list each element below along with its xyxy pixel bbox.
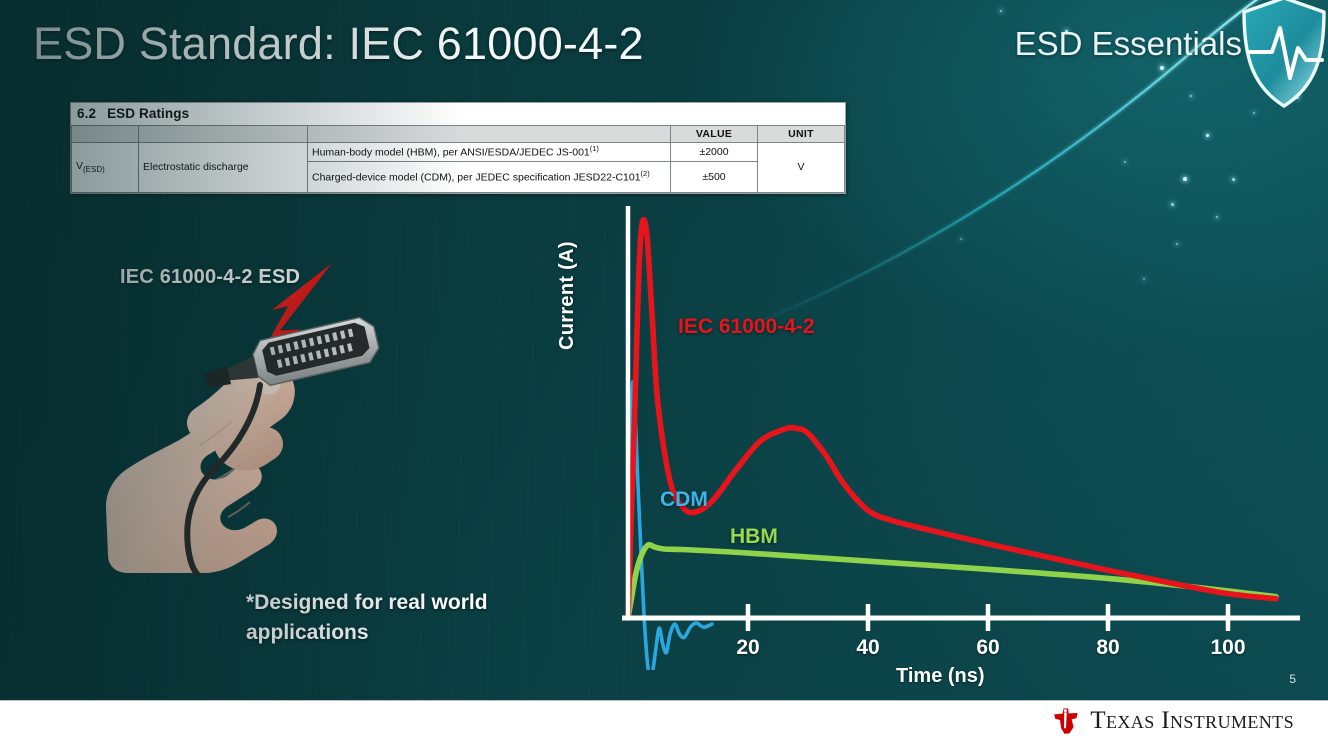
cell-description: Charged-device model (CDM), per JEDEC sp… xyxy=(307,160,671,193)
table-section-title: ESD Ratings xyxy=(107,106,190,121)
chart-x-tick-label: 40 xyxy=(856,636,880,659)
sparkle-dot xyxy=(1190,95,1192,97)
chart-x-tick-label: 100 xyxy=(1210,636,1246,659)
chart-x-tick-label: 80 xyxy=(1096,636,1120,659)
page-number: 5 xyxy=(1289,672,1296,686)
sparkle-dot xyxy=(1176,243,1178,245)
table-row: Charged-device model (CDM), per JEDEC sp… xyxy=(72,160,845,193)
chart-y-axis-label: Current (A) xyxy=(556,241,578,350)
sparkle-dot xyxy=(1216,216,1218,218)
ti-texas-mark-icon xyxy=(1054,708,1078,734)
desc-footnote: (1) xyxy=(589,144,599,153)
hand-holding-hdmi-connector xyxy=(106,263,380,575)
symbol-main: V xyxy=(76,160,84,173)
desc-text: Human-body model (HBM), per ANSI/ESDA/JE… xyxy=(312,146,590,159)
slide-footer xyxy=(0,700,1328,746)
cell-value: ±2000 xyxy=(670,142,758,162)
swoosh-arc-decoration xyxy=(718,0,1263,343)
cell-parameter: Electrostatic discharge xyxy=(138,142,308,193)
esd-ratings-table: 6.2 ESD Ratings VALUE UNIT V(ESD) Electro… xyxy=(70,102,846,194)
cell-symbol: V(ESD) xyxy=(71,142,139,193)
sparkle-dot xyxy=(960,238,962,240)
sparkle-dot xyxy=(1253,112,1255,114)
texas-instruments-logo: Texas Instruments xyxy=(1051,706,1294,736)
desc-text: Charged-device model (CDM), per JEDEC sp… xyxy=(312,171,641,184)
chart-x-tick-label: 60 xyxy=(976,636,1000,659)
header-parameter xyxy=(138,125,308,143)
sparkle-dot xyxy=(1065,30,1068,33)
symbol-subscript: (ESD) xyxy=(83,165,105,175)
sparkle-dot xyxy=(1124,161,1126,163)
series-label-iec: IEC 61000-4-2 xyxy=(678,315,815,338)
table-section-number: 6.2 xyxy=(77,106,97,121)
slide-canvas: ESD Standard: IEC 61000-4-2 ESD Essentia… xyxy=(0,0,1328,700)
cell-description: Human-body model (HBM), per ANSI/ESDA/JE… xyxy=(307,142,671,162)
header-description xyxy=(307,125,671,143)
series-curve-hbm xyxy=(625,541,1279,621)
table-row: V(ESD) Electrostatic discharge Human-bod… xyxy=(71,142,845,193)
chart-plot-area xyxy=(622,206,1300,679)
sparkle-dot xyxy=(1160,66,1164,70)
brand-label: ESD Essentials xyxy=(1014,25,1242,62)
desc-footnote: (2) xyxy=(640,168,650,178)
header-symbol xyxy=(71,125,139,143)
table-title: 6.2 ESD Ratings xyxy=(71,103,845,125)
hdmi-connector xyxy=(204,316,380,388)
sparkle-dot xyxy=(1143,278,1145,280)
cell-value: ±500 xyxy=(670,160,758,193)
series-curve-cdm xyxy=(626,380,714,679)
series-curve-iec-61000-4-2 xyxy=(625,216,1279,621)
table-header-row: VALUE UNIT xyxy=(71,125,845,143)
sparkle-dot xyxy=(1000,10,1002,12)
esd-waveform-chart: Current (A) Time (ns) IEC 61000-4-2 CDM … xyxy=(556,200,1306,700)
chart-x-tick-label: 20 xyxy=(736,636,760,659)
header-value: VALUE xyxy=(670,125,758,143)
chart-x-axis-label: Time (ns) xyxy=(896,665,985,687)
sparkle-dot xyxy=(1232,178,1235,181)
sparkle-dot xyxy=(1171,203,1174,206)
series-label-hbm: HBM xyxy=(730,525,778,548)
header-unit: UNIT xyxy=(757,125,845,143)
sparkle-dot xyxy=(1206,134,1209,137)
series-label-cdm: CDM xyxy=(660,488,708,511)
note-text: *Designed for real world applications xyxy=(246,591,488,645)
cell-unit: V xyxy=(757,142,845,193)
shield-pulse-icon xyxy=(1242,0,1326,108)
illustration-label: IEC 61000-4-2 ESD xyxy=(120,266,301,288)
page-title: ESD Standard: IEC 61000-4-2 xyxy=(33,18,644,69)
ti-wordmark: Texas Instruments xyxy=(1090,707,1294,734)
sparkle-dot xyxy=(1183,177,1187,181)
